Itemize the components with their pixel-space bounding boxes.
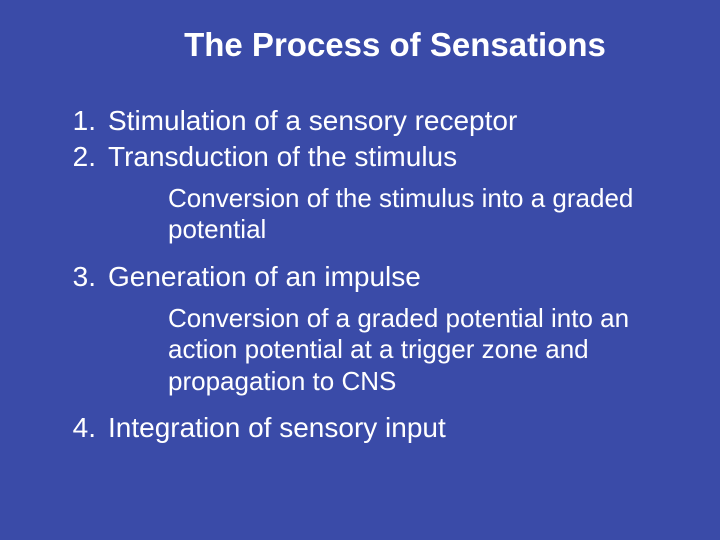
list-number: 2. [60, 140, 108, 174]
list-text: Stimulation of a sensory receptor [108, 104, 680, 138]
slide-title: The Process of Sensations [110, 26, 680, 64]
list-item: 3. Generation of an impulse [60, 260, 680, 294]
list-number: 1. [60, 104, 108, 138]
list-text: Transduction of the stimulus [108, 140, 680, 174]
list-text: Generation of an impulse [108, 260, 680, 294]
list-number: 3. [60, 260, 108, 294]
list-item: 1. Stimulation of a sensory receptor [60, 104, 680, 138]
sub-text: Conversion of the stimulus into a graded… [168, 183, 680, 245]
sub-text: Conversion of a graded potential into an… [168, 303, 680, 397]
list-number: 4. [60, 411, 108, 445]
ordered-list: 1. Stimulation of a sensory receptor 2. … [60, 104, 680, 444]
list-text: Integration of sensory input [108, 411, 680, 445]
list-item: 2. Transduction of the stimulus [60, 140, 680, 174]
list-item: 4. Integration of sensory input [60, 411, 680, 445]
